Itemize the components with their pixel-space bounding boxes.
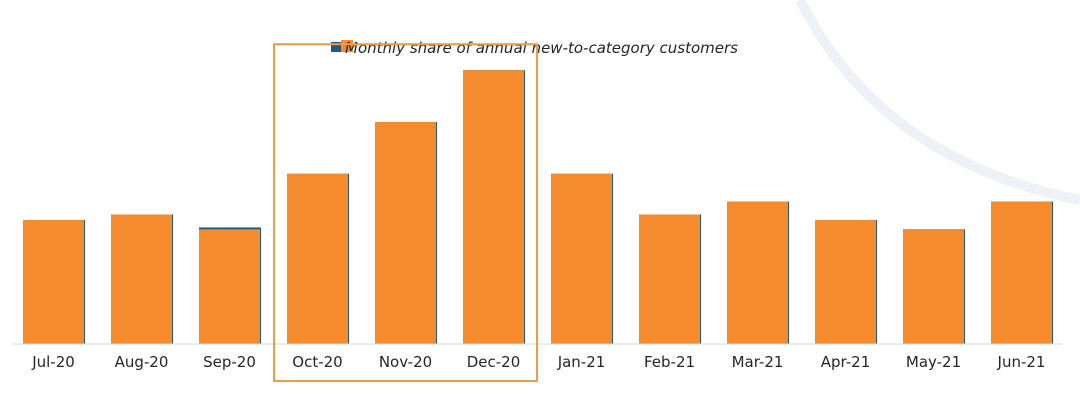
- x-tick-label-dec-20: Dec-20: [467, 353, 521, 371]
- x-tick-label-nov-20: Nov-20: [379, 353, 432, 371]
- x-tick-label-jul-20: Jul-20: [31, 353, 75, 371]
- highlight-box: [273, 43, 538, 382]
- bar-jun-21: [991, 201, 1052, 344]
- x-tick-labels: Jul-20 Aug-20 Sep-20 Oct-20 Nov-20 Dec-20 Jan-…: [31, 353, 1045, 371]
- bar-dec-20: [463, 70, 524, 344]
- bar-feb-21: [639, 214, 700, 344]
- x-tick-label-aug-20: Aug-20: [115, 353, 169, 371]
- bars-group: [23, 70, 1053, 344]
- x-tick-label-apr-21: Apr-21: [821, 353, 871, 371]
- decorative-arc: [795, 0, 1080, 205]
- bar-oct-20: [287, 173, 348, 344]
- x-tick-label-may-21: May-21: [906, 353, 961, 371]
- legend-swatch-secondary: [331, 42, 341, 52]
- bar-sep-20: [199, 229, 260, 344]
- bar-may-21: [903, 229, 964, 344]
- x-tick-label-jun-21: Jun-21: [997, 353, 1046, 371]
- bar-apr-21: [815, 220, 876, 344]
- bar-jul-20: [23, 220, 84, 344]
- x-tick-label-oct-20: Oct-20: [292, 353, 342, 371]
- x-tick-label-feb-21: Feb-21: [644, 353, 695, 371]
- legend-swatch: [341, 40, 353, 52]
- legend-label: Monthly share of annual new-to-category …: [345, 39, 738, 57]
- bar-jan-21: [551, 173, 612, 344]
- x-tick-label-mar-21: Mar-21: [732, 353, 784, 371]
- bar-mar-21: [727, 201, 788, 344]
- bar-nov-20: [375, 122, 436, 344]
- x-tick-label-jan-21: Jan-21: [557, 353, 606, 371]
- legend: Monthly share of annual new-to-category …: [331, 39, 738, 57]
- bar-aug-20: [111, 214, 172, 344]
- x-tick-label-sep-20: Sep-20: [203, 353, 256, 371]
